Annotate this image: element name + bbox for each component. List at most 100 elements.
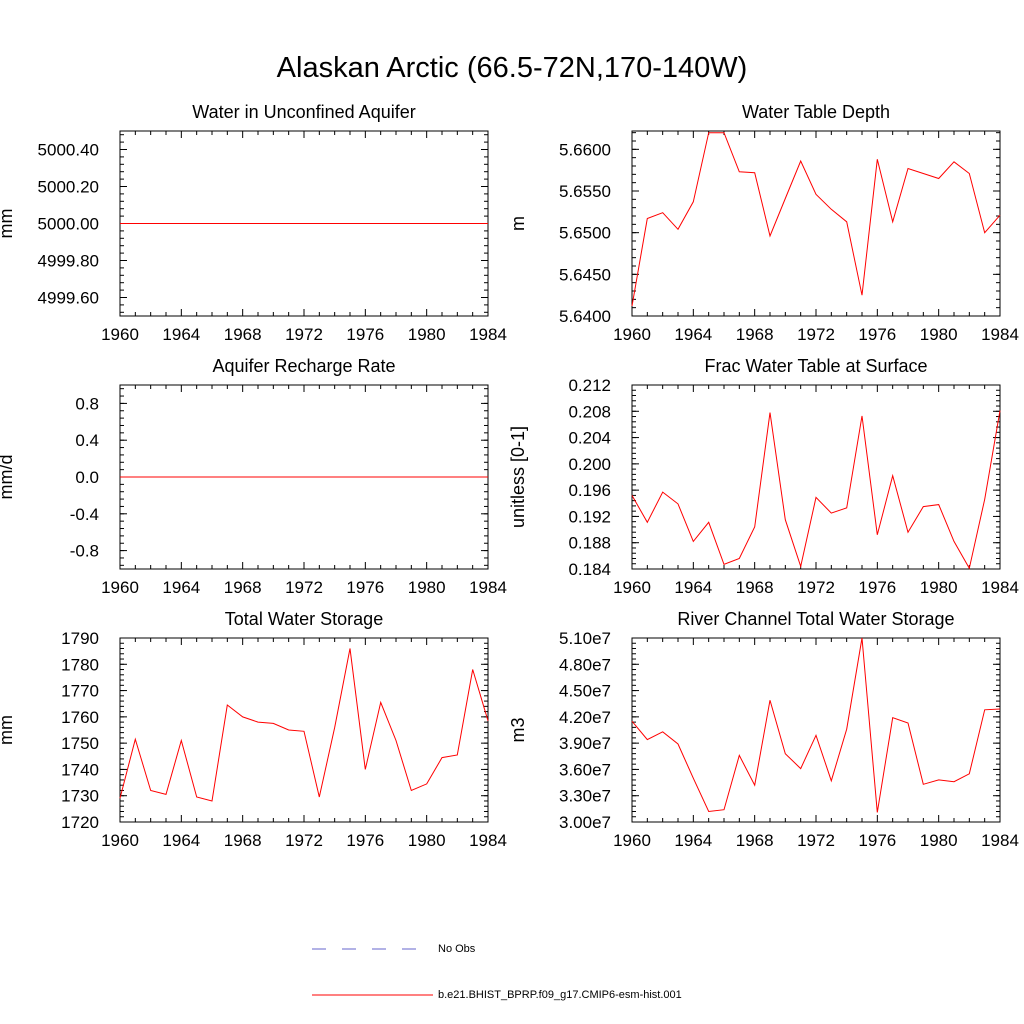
y-tick-label: 1720 <box>61 813 99 832</box>
x-tick-label: 1960 <box>101 325 139 344</box>
plot-frame <box>119 637 489 823</box>
y-tick-label: 0.204 <box>568 429 611 448</box>
y-tick-label: 3.30e7 <box>559 787 611 806</box>
plot-frame <box>631 384 1001 570</box>
y-tick-label: 5000.40 <box>38 141 99 160</box>
y-tick-label: 5.6600 <box>559 140 611 159</box>
y-tick-label: 0.196 <box>568 481 611 500</box>
panel-title: Aquifer Recharge Rate <box>212 356 395 376</box>
x-tick-label: 1968 <box>736 831 774 850</box>
x-tick-label: 1964 <box>674 325 712 344</box>
y-axis-label: mm <box>0 209 16 239</box>
chart-panel-5: 1960 1964 1968 1972 1976 1980 1984 1720 1730 1740… <box>0 609 507 850</box>
y-tick-label: 5.6500 <box>559 224 611 243</box>
chart-panel-1: 1960 1964 1968 1972 1976 1980 1984 4999.60 4999.… <box>0 102 507 344</box>
x-tick-label: 1972 <box>285 578 323 597</box>
x-tick-label: 1972 <box>285 325 323 344</box>
series-line <box>119 648 489 802</box>
y-tick-label: 4999.80 <box>38 252 99 271</box>
y-tick-label: 0.4 <box>75 431 99 450</box>
y-tick-label: 0.212 <box>568 376 611 395</box>
x-tick-label: 1968 <box>224 831 262 850</box>
x-tick-label: 1980 <box>920 578 958 597</box>
plot-frame <box>631 130 1001 317</box>
y-tick-label: 0.8 <box>75 394 99 413</box>
y-tick-label: 4.80e7 <box>559 655 611 674</box>
y-tick-label: 1790 <box>61 629 99 648</box>
y-tick-label: 0.200 <box>568 455 611 474</box>
x-tick-label: 1964 <box>162 325 200 344</box>
chart-panel-4: 1960 1964 1968 1972 1976 1980 1984 0.184 0.188 0.… <box>508 356 1019 597</box>
y-axis-label: mm <box>0 715 16 745</box>
y-tick-label: 0.192 <box>568 507 611 526</box>
x-tick-label: 1980 <box>408 831 446 850</box>
y-tick-label: 1780 <box>61 655 99 674</box>
series-line <box>631 132 1001 307</box>
x-tick-label: 1960 <box>613 831 651 850</box>
y-tick-label: 5.6400 <box>559 307 611 326</box>
legend-item-no-obs: No Obs <box>310 942 730 958</box>
y-tick-label: 3.90e7 <box>559 734 611 753</box>
legend-item-model-run: b.e21.BHIST_BPRP.f09_g17.CMIP6-esm-hist.… <box>310 988 730 1004</box>
x-tick-label: 1984 <box>981 578 1019 597</box>
panel-title: Frac Water Table at Surface <box>704 356 927 376</box>
y-axis-label: unitless [0-1] <box>508 426 528 528</box>
panel-title: Water in Unconfined Aquifer <box>192 102 415 122</box>
y-tick-label: 1740 <box>61 760 99 779</box>
x-tick-label: 1984 <box>981 831 1019 850</box>
y-tick-label: 4999.60 <box>38 289 99 308</box>
series-line <box>631 410 1001 570</box>
y-axis-label: m <box>508 216 528 231</box>
legend-swatch-no-obs <box>312 948 418 950</box>
x-tick-label: 1980 <box>920 831 958 850</box>
plot-frame <box>631 637 1001 823</box>
x-tick-label: 1976 <box>858 578 896 597</box>
x-tick-label: 1980 <box>408 325 446 344</box>
y-tick-label: 5000.00 <box>38 215 99 234</box>
legend-label-model-run: b.e21.BHIST_BPRP.f09_g17.CMIP6-esm-hist.… <box>438 989 682 1001</box>
x-tick-label: 1960 <box>613 325 651 344</box>
chart-panel-3: 1960 1964 1968 1972 1976 1980 1984 -0.8 -0.4 0.0 0… <box>0 356 507 597</box>
panel-title: Water Table Depth <box>742 102 890 122</box>
y-tick-label: 4.50e7 <box>559 682 611 701</box>
y-tick-label: 4.20e7 <box>559 708 611 727</box>
panel-title: Total Water Storage <box>225 609 383 629</box>
x-tick-label: 1968 <box>224 325 262 344</box>
panel-title: River Channel Total Water Storage <box>677 609 954 629</box>
x-tick-label: 1984 <box>469 578 507 597</box>
x-tick-label: 1960 <box>101 578 139 597</box>
y-tick-label: 1770 <box>61 682 99 701</box>
y-tick-label: 5.10e7 <box>559 629 611 648</box>
x-tick-label: 1964 <box>674 578 712 597</box>
chart-panel-6: 1960 1964 1968 1972 1976 1980 1984 3.00e7 3.30e7… <box>508 609 1019 850</box>
y-tick-label: -0.8 <box>70 542 99 561</box>
x-tick-label: 1984 <box>981 325 1019 344</box>
legend-swatch-model-run <box>312 994 433 996</box>
y-tick-label: 3.60e7 <box>559 760 611 779</box>
chart-panel-2: 1960 1964 1968 1972 1976 1980 1984 5.6400 5.6450… <box>508 102 1019 344</box>
y-tick-label: -0.4 <box>70 505 99 524</box>
x-tick-label: 1972 <box>797 831 835 850</box>
y-tick-label: 0.0 <box>75 468 99 487</box>
x-tick-label: 1972 <box>285 831 323 850</box>
y-tick-label: 1750 <box>61 734 99 753</box>
series-line <box>631 637 1001 813</box>
x-tick-label: 1976 <box>346 831 384 850</box>
x-tick-label: 1968 <box>736 578 774 597</box>
x-tick-label: 1976 <box>346 325 384 344</box>
x-tick-label: 1976 <box>858 831 896 850</box>
y-tick-label: 5000.20 <box>38 178 99 197</box>
y-axis-label: mm/d <box>0 455 16 500</box>
x-tick-label: 1976 <box>346 578 384 597</box>
x-tick-label: 1960 <box>613 578 651 597</box>
legend-label-no-obs: No Obs <box>438 943 476 955</box>
x-tick-label: 1980 <box>920 325 958 344</box>
y-tick-label: 1760 <box>61 708 99 727</box>
y-tick-label: 0.188 <box>568 534 611 553</box>
y-tick-label: 1730 <box>61 787 99 806</box>
x-tick-label: 1968 <box>736 325 774 344</box>
x-tick-label: 1968 <box>224 578 262 597</box>
x-tick-label: 1964 <box>674 831 712 850</box>
x-tick-label: 1976 <box>858 325 896 344</box>
